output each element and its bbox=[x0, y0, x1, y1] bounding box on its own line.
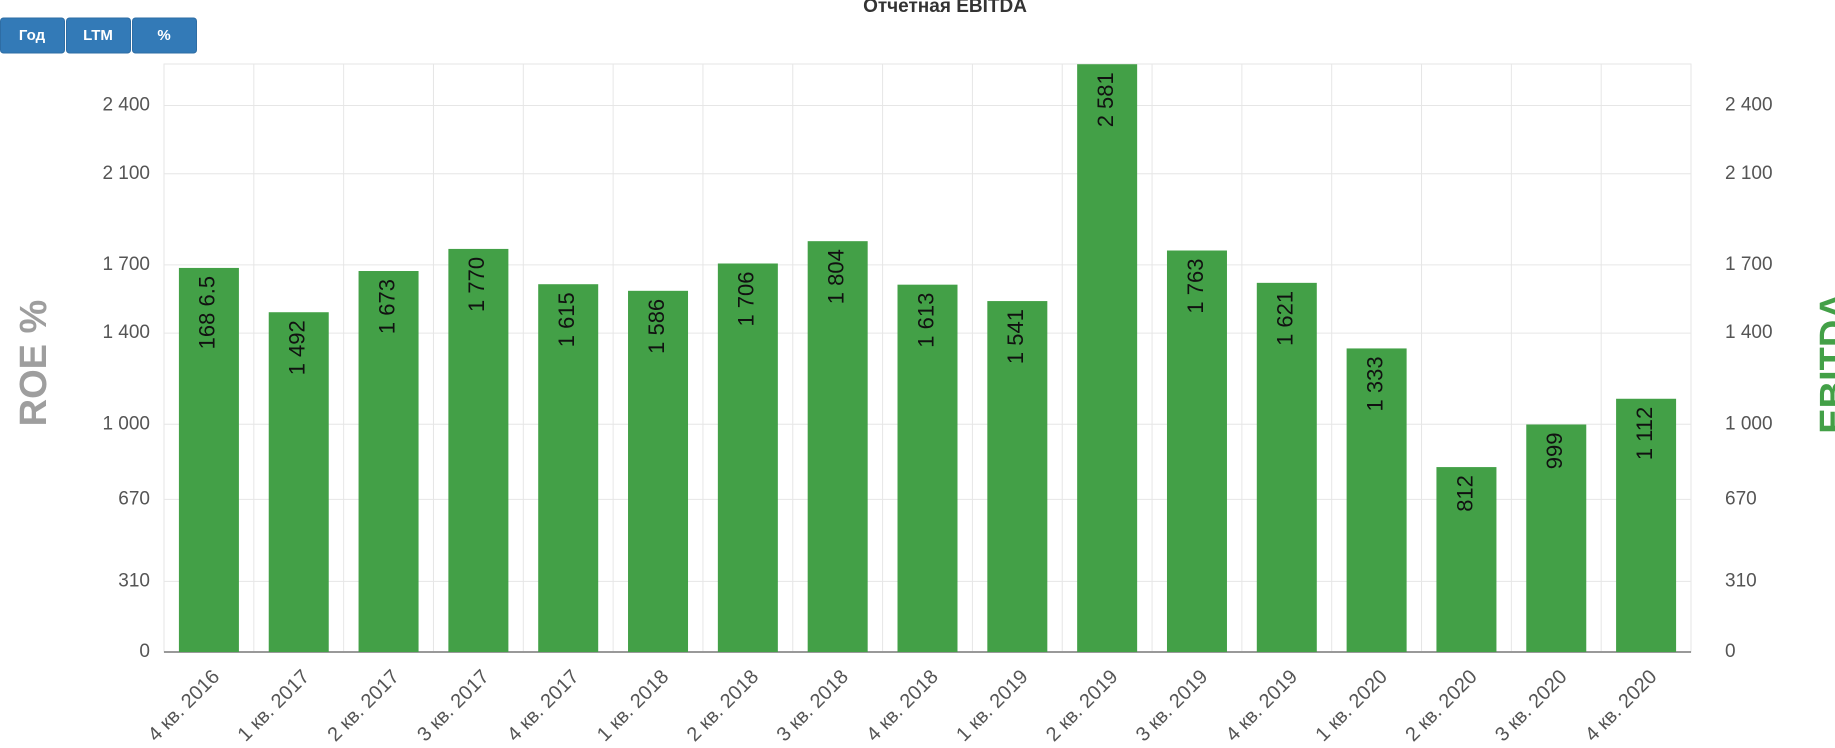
y2-tick-label: 1 700 bbox=[1725, 254, 1773, 275]
value-label: 168 6.5 bbox=[195, 276, 220, 349]
x-tick-label: 4 кв. 2019 bbox=[1222, 666, 1302, 746]
bar bbox=[717, 263, 778, 652]
y-tick-label: 2 400 bbox=[102, 94, 150, 115]
value-label: 1 613 bbox=[913, 293, 938, 348]
bar bbox=[178, 267, 239, 652]
bar bbox=[628, 290, 689, 652]
x-tick-label: 1 кв. 2018 bbox=[593, 666, 673, 746]
value-label: 1 586 bbox=[644, 299, 669, 354]
x-tick-label: 1 кв. 2019 bbox=[952, 666, 1032, 746]
x-tick-label: 4 кв. 2020 bbox=[1581, 666, 1661, 746]
bar bbox=[1616, 398, 1677, 652]
button[interactable] bbox=[66, 17, 131, 54]
bar bbox=[448, 248, 509, 652]
chart-title: Отчетная EBITDA bbox=[863, 0, 1027, 17]
button[interactable] bbox=[0, 17, 65, 54]
y2-tick-label: 670 bbox=[1725, 488, 1757, 509]
value-label: 1 541 bbox=[1003, 309, 1028, 364]
value-label: 1 333 bbox=[1362, 356, 1387, 411]
bar bbox=[807, 241, 868, 652]
x-tick-label: 2 кв. 2019 bbox=[1042, 666, 1122, 746]
value-label: 1 112 bbox=[1632, 407, 1657, 460]
value-label: 1 706 bbox=[734, 271, 759, 326]
y2-tick-label: 1 000 bbox=[1725, 413, 1773, 434]
x-tick-label: 4 кв. 2017 bbox=[503, 666, 583, 746]
x-tick-label: 1 кв. 2017 bbox=[234, 666, 314, 746]
y-tick-label: 1 700 bbox=[102, 254, 150, 275]
bar bbox=[897, 284, 958, 652]
bar bbox=[1256, 282, 1317, 652]
button-label[interactable]: Год bbox=[19, 27, 46, 44]
x-tick-label: 2 кв. 2020 bbox=[1401, 666, 1481, 746]
bar bbox=[358, 271, 419, 652]
x-tick-label: 1 кв. 2020 bbox=[1312, 666, 1392, 746]
bar bbox=[268, 312, 329, 652]
y2-tick-label: 0 bbox=[1725, 641, 1736, 662]
value-label: 1 673 bbox=[374, 279, 399, 334]
y2-axis-title: EBITDA bbox=[1813, 292, 1835, 433]
x-tick-label: 2 кв. 2017 bbox=[323, 666, 403, 746]
value-label: 1 492 bbox=[285, 320, 310, 375]
y-axis-title: ROE % bbox=[13, 300, 55, 427]
y2-tick-label: 2 100 bbox=[1725, 163, 1773, 184]
bar bbox=[1436, 467, 1497, 652]
x-tick-label: 3 кв. 2020 bbox=[1491, 666, 1571, 746]
x-tick-label: 3 кв. 2019 bbox=[1132, 666, 1212, 746]
value-label: 999 bbox=[1542, 432, 1567, 469]
button-label[interactable]: % bbox=[157, 27, 170, 44]
x-tick-label: 2 кв. 2018 bbox=[683, 666, 763, 746]
y-tick-label: 670 bbox=[118, 488, 150, 509]
x-tick-label: 3 кв. 2017 bbox=[413, 666, 493, 746]
value-label: 2 581 bbox=[1093, 72, 1118, 127]
bar bbox=[1526, 424, 1587, 652]
value-label: 1 804 bbox=[823, 249, 848, 304]
button[interactable] bbox=[132, 17, 197, 54]
bar bbox=[987, 301, 1048, 652]
y-tick-label: 2 100 bbox=[102, 163, 150, 184]
y2-tick-label: 1 400 bbox=[1725, 322, 1773, 343]
y2-tick-label: 310 bbox=[1725, 570, 1757, 591]
bar bbox=[1077, 64, 1138, 653]
x-tick-label: 3 кв. 2018 bbox=[773, 666, 853, 746]
y-tick-label: 1 400 bbox=[102, 322, 150, 343]
value-label: 812 bbox=[1452, 475, 1477, 512]
value-label: 1 621 bbox=[1273, 291, 1298, 346]
bar bbox=[538, 284, 599, 652]
x-tick-label: 4 кв. 2016 bbox=[144, 666, 224, 746]
y-tick-label: 0 bbox=[139, 641, 150, 662]
bar bbox=[1346, 348, 1407, 652]
x-tick-label: 4 кв. 2018 bbox=[862, 666, 942, 746]
value-label: 1 770 bbox=[464, 257, 489, 312]
y-tick-label: 310 bbox=[118, 570, 150, 591]
y2-tick-label: 2 400 bbox=[1725, 94, 1773, 115]
value-label: 1 615 bbox=[554, 292, 579, 347]
button-label[interactable]: LTM bbox=[83, 27, 113, 44]
value-label: 1 763 bbox=[1183, 259, 1208, 314]
y-tick-label: 1 000 bbox=[102, 413, 150, 434]
bar bbox=[1166, 250, 1227, 652]
